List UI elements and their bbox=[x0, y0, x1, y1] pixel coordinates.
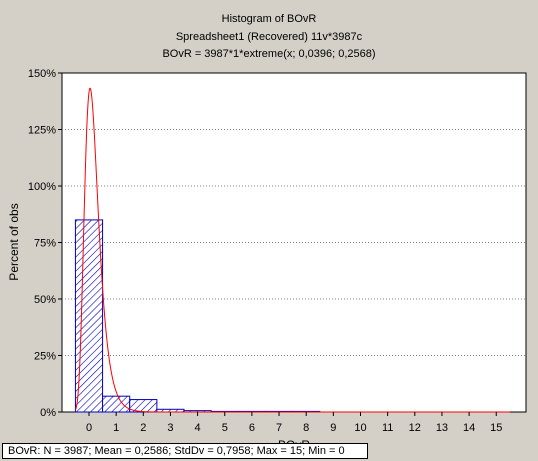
y-tick-label: 75% bbox=[34, 238, 56, 250]
histogram-bar bbox=[74, 219, 104, 413]
x-tick-label: 1 bbox=[113, 422, 119, 434]
y-tick-label: 25% bbox=[34, 351, 56, 363]
histogram-bar bbox=[102, 395, 131, 413]
x-tick-label: 12 bbox=[409, 422, 421, 434]
grid-lines bbox=[62, 129, 526, 356]
x-tick-label: 8 bbox=[303, 422, 309, 434]
chart-title: Histogram of BOvR bbox=[222, 13, 317, 25]
x-tick-label: 15 bbox=[490, 422, 502, 434]
x-tick-label: 7 bbox=[276, 422, 282, 434]
x-tick-label: 6 bbox=[249, 422, 255, 434]
x-tick-label: 9 bbox=[330, 422, 336, 434]
y-axis-ticks: 0% 25% 50% 75% 100% 125% 150% bbox=[28, 68, 62, 419]
y-tick-label: 0% bbox=[40, 407, 56, 419]
x-tick-label: 11 bbox=[382, 422, 393, 434]
x-tick-label: 14 bbox=[463, 422, 475, 434]
chart-formula: BOvR = 3987*1*extreme(x; 0,0396; 0,2568) bbox=[162, 48, 375, 60]
x-axis-ticks: 0 1 2 3 4 5 6 7 8 9 10 11 12 13 14 15 bbox=[86, 412, 502, 434]
stats-box: BOvR: N = 3987; Mean = 0,2586; StdDv = 0… bbox=[2, 443, 368, 459]
x-tick-label: 2 bbox=[140, 422, 146, 434]
x-tick-label: 4 bbox=[195, 422, 201, 434]
chart-subtitle: Spreadsheet1 (Recovered) 11v*3987c bbox=[176, 31, 363, 43]
x-tick-label: 13 bbox=[436, 422, 448, 434]
fit-curve bbox=[74, 87, 510, 413]
y-tick-label: 125% bbox=[28, 125, 56, 137]
y-axis-label: Percent of obs bbox=[7, 203, 21, 280]
y-tick-label: 100% bbox=[28, 181, 56, 193]
x-tick-label: 3 bbox=[167, 422, 173, 434]
x-tick-label: 10 bbox=[354, 422, 366, 434]
y-tick-label: 50% bbox=[34, 294, 56, 306]
y-tick-label: 150% bbox=[28, 68, 56, 80]
x-tick-label: 0 bbox=[86, 422, 92, 434]
x-tick-label: 5 bbox=[222, 422, 228, 434]
